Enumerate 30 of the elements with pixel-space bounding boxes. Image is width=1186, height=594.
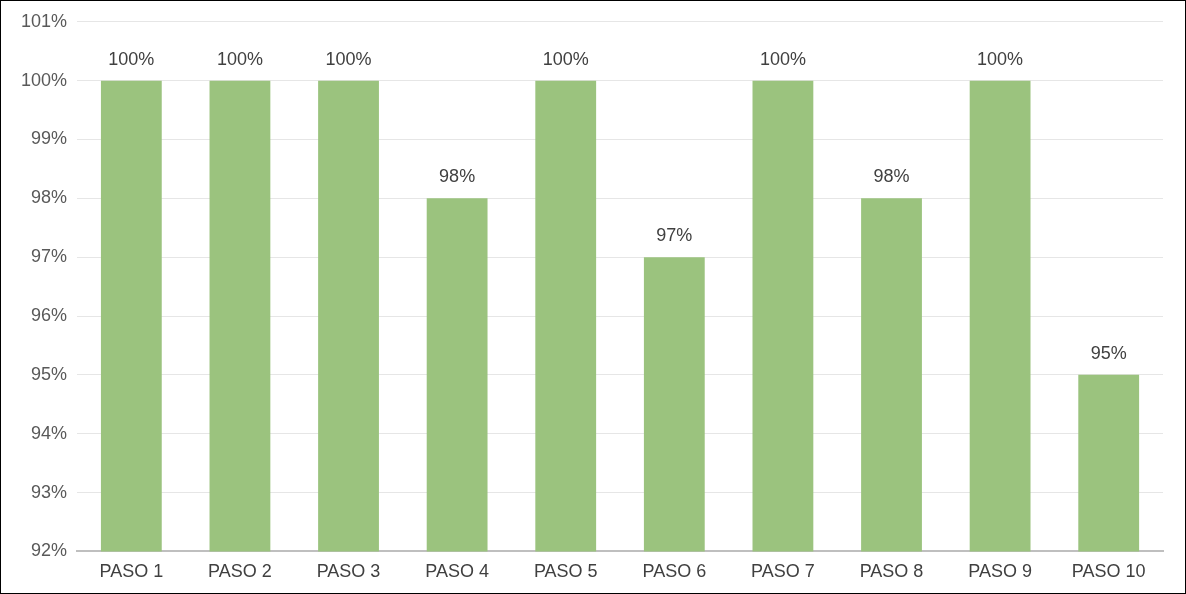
y-tick-label: 97% [31,246,68,267]
x-tick-label: PASO 4 [425,561,489,582]
x-tick-label: PASO 8 [859,561,924,582]
y-tick-label: 96% [31,304,68,325]
y-tick-label: 95% [31,363,68,384]
data-label: 100% [216,48,263,69]
data-label: 98% [439,166,476,187]
x-tick-label: PASO 2 [208,561,272,582]
x-tick-label: PASO 6 [642,561,707,582]
x-tick-label: PASO 10 [1071,561,1146,582]
y-tick-label: 94% [31,422,68,443]
data-label: 100% [108,48,155,69]
data-label: 100% [977,48,1024,69]
y-tick-label: 92% [31,540,68,561]
y-tick-label: 101% [20,10,68,31]
x-tick-label: PASO 3 [316,561,381,582]
data-label: 95% [1090,342,1127,363]
data-label: 98% [873,166,910,187]
x-tick-label: PASO 9 [968,561,1032,582]
y-tick-label: 99% [31,128,68,149]
data-label: 100% [542,48,589,69]
y-tick-label: 93% [31,481,68,502]
y-tick-label: 98% [31,187,68,208]
data-label: 100% [759,48,806,69]
data-label: 100% [325,48,372,69]
data-label: 97% [656,225,693,246]
x-tick-label: PASO 1 [99,561,164,582]
x-tick-label: PASO 5 [533,561,598,582]
y-tick-label: 100% [20,69,68,90]
x-tick-label: PASO 7 [751,561,815,582]
